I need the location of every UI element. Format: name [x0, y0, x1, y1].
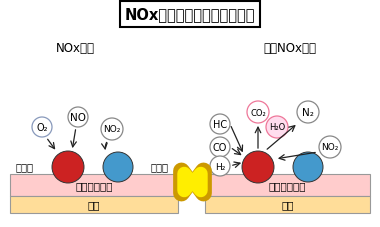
Text: 吸蔵NOx還元: 吸蔵NOx還元 [263, 41, 317, 54]
Text: CO: CO [213, 142, 227, 152]
Circle shape [210, 137, 230, 157]
Bar [205, 196, 370, 213]
Text: N₂: N₂ [302, 108, 314, 118]
Text: 吸蔵材: 吸蔵材 [151, 161, 169, 171]
Circle shape [247, 101, 269, 123]
Circle shape [210, 114, 230, 134]
Circle shape [293, 152, 323, 182]
Text: NOx吸蔵: NOx吸蔵 [55, 41, 95, 54]
Bar [10, 196, 178, 213]
FancyArrowPatch shape [184, 174, 201, 190]
Text: CO₂: CO₂ [250, 108, 266, 117]
Circle shape [101, 118, 123, 140]
Circle shape [210, 156, 230, 176]
Circle shape [242, 151, 274, 183]
Text: NO₂: NO₂ [321, 143, 339, 152]
FancyArrowPatch shape [182, 171, 204, 193]
Circle shape [32, 118, 52, 137]
Text: 基材: 基材 [281, 200, 294, 210]
Bar [10, 174, 178, 196]
Text: HC: HC [213, 119, 227, 129]
Text: H₂: H₂ [215, 162, 225, 171]
Circle shape [297, 101, 319, 123]
Text: 触媒コート層: 触媒コート層 [75, 180, 113, 190]
Circle shape [103, 152, 133, 182]
Circle shape [68, 108, 88, 127]
Bar [205, 174, 370, 196]
Circle shape [52, 151, 84, 183]
Text: 基材: 基材 [88, 200, 100, 210]
Text: H₂O: H₂O [269, 123, 285, 132]
Text: NO₂: NO₂ [103, 125, 121, 134]
Text: 触媒コート層: 触媒コート層 [269, 180, 306, 190]
Text: NO: NO [70, 113, 86, 122]
Text: 貴金属: 貴金属 [15, 161, 33, 171]
Circle shape [319, 136, 341, 158]
Text: O₂: O₂ [36, 122, 48, 132]
Circle shape [266, 116, 288, 138]
Text: NOx吸蔵触媒の浄化イメージ: NOx吸蔵触媒の浄化イメージ [125, 7, 255, 22]
